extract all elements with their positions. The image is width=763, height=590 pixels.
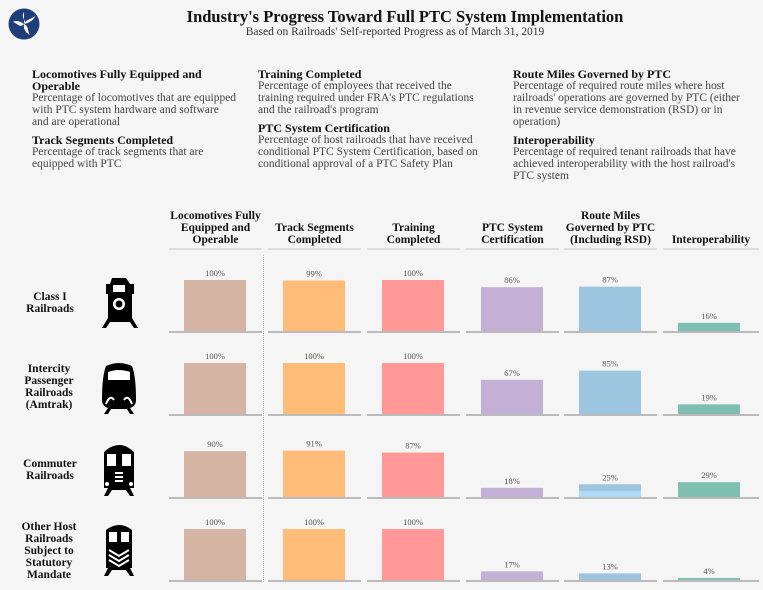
data-label: 100% bbox=[205, 351, 225, 361]
bar bbox=[184, 363, 246, 414]
column-header: Locomotives Fully Equipped and Operable bbox=[169, 210, 262, 250]
bar bbox=[678, 404, 740, 414]
bar bbox=[579, 286, 641, 331]
data-label: 67% bbox=[504, 368, 520, 378]
data-label: 85% bbox=[602, 359, 618, 369]
def-title: Interoperability bbox=[513, 133, 595, 147]
data-label: 100% bbox=[205, 268, 225, 278]
bar bbox=[579, 370, 641, 414]
data-label: 19% bbox=[701, 392, 717, 402]
row-label: Other Host Railroads Subject to Statutor… bbox=[21, 521, 77, 581]
data-label: 4% bbox=[703, 566, 714, 576]
data-label: 87% bbox=[602, 275, 618, 285]
bar bbox=[184, 529, 246, 580]
column-header: Interoperability bbox=[663, 212, 759, 250]
passenger-train-icon bbox=[102, 363, 136, 414]
row-label: Commuter Railroads bbox=[23, 458, 77, 482]
data-label: 86% bbox=[504, 275, 520, 285]
definitions-col-3: Route Miles Governed by PTC Percentage of… bbox=[513, 68, 743, 188]
bar bbox=[283, 450, 345, 497]
def-title: Track Segments Completed bbox=[32, 133, 174, 147]
bar bbox=[283, 529, 345, 580]
data-label: 90% bbox=[207, 439, 223, 449]
def-title: PTC System Certification bbox=[258, 121, 390, 135]
bar bbox=[481, 487, 543, 497]
column-header: Route Miles Governed by PTC (Including R… bbox=[564, 210, 657, 250]
bar bbox=[382, 529, 444, 580]
data-label: 18% bbox=[504, 476, 520, 486]
data-label: 100% bbox=[403, 268, 423, 278]
def-text: Percentage of locomotives that are equip… bbox=[32, 92, 237, 128]
bar bbox=[678, 482, 740, 497]
locomotive-icon bbox=[104, 525, 134, 576]
bar bbox=[382, 363, 444, 414]
bar bbox=[481, 571, 543, 580]
data-label: 17% bbox=[504, 559, 520, 569]
bar bbox=[382, 452, 444, 497]
definitions-col-1: Locomotives Fully Equipped and Operable P… bbox=[32, 68, 237, 176]
data-label: 100% bbox=[403, 517, 423, 527]
def-text: Percentage of host railroads that have r… bbox=[258, 134, 478, 170]
data-label: 16% bbox=[701, 311, 717, 321]
def-text: Percentage of employees that received th… bbox=[258, 80, 474, 116]
freight-locomotive-icon bbox=[102, 278, 138, 328]
data-label: 87% bbox=[405, 441, 421, 451]
data-label: 100% bbox=[304, 351, 324, 361]
divider bbox=[263, 255, 264, 582]
page-subtitle: Based on Railroads' Self-reported Progre… bbox=[245, 26, 545, 38]
bar bbox=[678, 322, 740, 331]
data-label: 29% bbox=[701, 470, 717, 480]
def-text: Percentage of required route miles where… bbox=[513, 80, 740, 128]
data-label: 100% bbox=[205, 517, 225, 527]
commuter-train-icon bbox=[104, 445, 134, 496]
data-label: 100% bbox=[304, 517, 324, 527]
definitions-col-2: Training Completed Percentage of employee… bbox=[258, 68, 483, 176]
data-label: 99% bbox=[306, 269, 322, 279]
bar bbox=[184, 280, 246, 331]
data-label: 13% bbox=[602, 561, 618, 571]
bar bbox=[283, 280, 345, 331]
column-header: PTC System Certification bbox=[466, 212, 559, 250]
bar-rsd-portion bbox=[579, 490, 641, 497]
row-label: Intercity Passenger Railroads (Amtrak) bbox=[24, 363, 74, 411]
def-title: Locomotives Fully Equipped and Operable bbox=[32, 67, 202, 93]
page-title: Industry's Progress Toward Full PTC Syst… bbox=[186, 7, 624, 26]
bar bbox=[678, 577, 740, 580]
def-text: Percentage of track segments that are eq… bbox=[32, 146, 204, 170]
column-header: Track Segments Completed bbox=[268, 212, 361, 250]
bar bbox=[184, 451, 246, 497]
bar bbox=[481, 287, 543, 331]
bar bbox=[283, 363, 345, 414]
bar bbox=[579, 573, 641, 580]
data-label: 91% bbox=[306, 439, 322, 449]
data-label: 25% bbox=[602, 472, 618, 482]
bar bbox=[481, 379, 543, 414]
usdot-logo bbox=[8, 8, 40, 40]
row-label: Class I Railroads bbox=[26, 291, 74, 315]
data-label: 100% bbox=[403, 351, 423, 361]
def-title: Training Completed bbox=[258, 67, 362, 81]
bar bbox=[382, 280, 444, 331]
column-header: Training Completed bbox=[367, 212, 460, 250]
def-title: Route Miles Governed by PTC bbox=[513, 67, 671, 81]
def-text: Percentage of required tenant railroads … bbox=[513, 146, 736, 182]
